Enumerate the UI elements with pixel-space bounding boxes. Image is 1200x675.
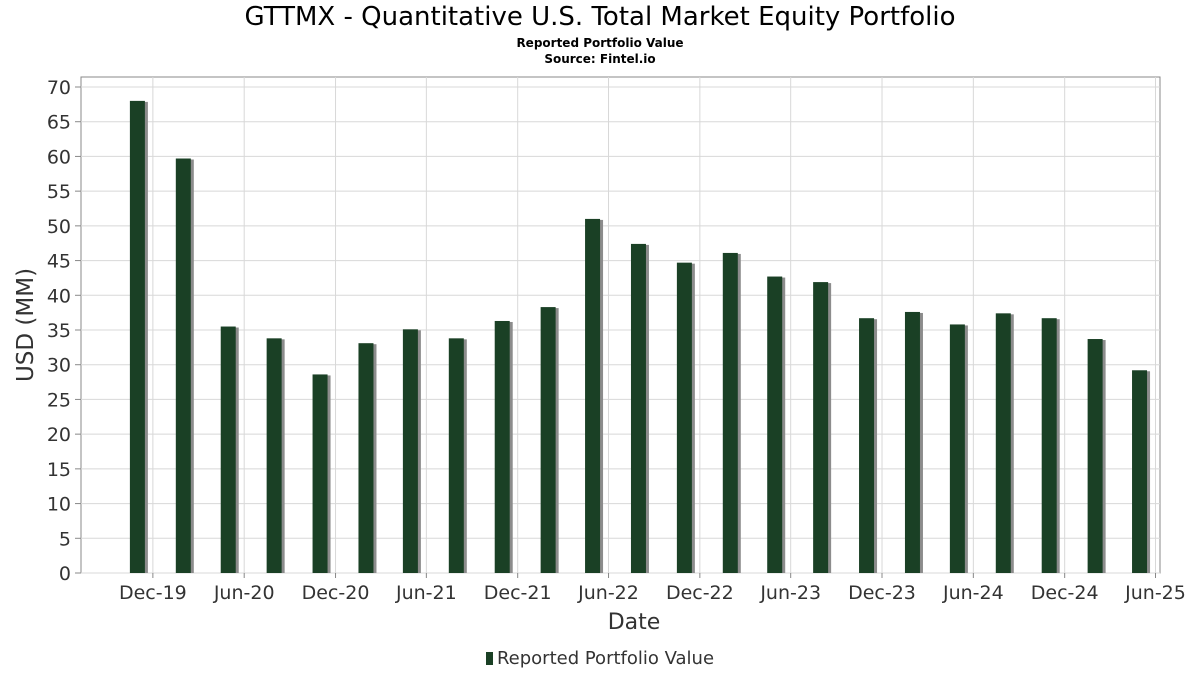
bar — [722, 252, 738, 574]
y-tick-label: 15 — [47, 459, 71, 481]
chart-title: GTTMX - Quantitative U.S. Total Market E… — [244, 2, 956, 32]
y-tick-label: 35 — [47, 320, 71, 342]
bar — [585, 218, 601, 573]
y-tick-label: 50 — [47, 216, 71, 238]
bar — [949, 324, 965, 573]
y-tick-label: 10 — [47, 494, 71, 516]
bar — [767, 276, 783, 573]
y-tick-label: 25 — [47, 389, 71, 411]
plot-area — [80, 76, 1161, 574]
bar — [220, 326, 236, 573]
legend-label: Reported Portfolio Value — [496, 648, 715, 669]
y-tick-label: 45 — [47, 251, 71, 273]
y-axis-label: USD (MM) — [13, 268, 39, 382]
bars — [129, 100, 1151, 574]
x-tick-label: Jun-23 — [759, 582, 821, 604]
y-tick-label: 60 — [47, 146, 71, 168]
bar — [995, 313, 1011, 573]
bar — [904, 311, 920, 573]
bar — [448, 338, 464, 573]
x-tick-label: Jun-25 — [1124, 582, 1186, 604]
y-tick-label: 40 — [47, 285, 71, 307]
bar — [540, 307, 556, 573]
bar — [1087, 339, 1103, 573]
bar — [1132, 370, 1148, 573]
bar — [494, 320, 510, 573]
bar — [175, 158, 191, 574]
chart-subtitle: Reported Portfolio Value — [516, 36, 684, 50]
x-tick-label: Dec-21 — [484, 582, 552, 604]
bar — [813, 282, 829, 573]
x-tick-label: Jun-24 — [942, 582, 1004, 604]
x-axis-label: Date — [608, 610, 661, 635]
y-tick-label: 65 — [47, 112, 71, 134]
bar — [358, 343, 374, 573]
bar — [129, 100, 145, 573]
x-tick-label: Dec-20 — [302, 582, 370, 604]
y-tick-label: 55 — [47, 181, 71, 203]
grid-lines — [81, 77, 1160, 574]
x-tick-label: Dec-19 — [119, 582, 187, 604]
y-tick-label: 20 — [47, 424, 71, 446]
x-tick-label: Dec-23 — [848, 582, 916, 604]
x-tick-label: Jun-21 — [395, 582, 457, 604]
x-tick-label: Dec-22 — [666, 582, 734, 604]
x-tick-label: Jun-20 — [213, 582, 275, 604]
y-tick-label: 70 — [47, 77, 71, 99]
y-tick-label: 5 — [59, 528, 71, 550]
bar — [630, 243, 646, 573]
y-tick-label: 30 — [47, 355, 71, 377]
x-tick-label: Jun-22 — [577, 582, 639, 604]
legend: Reported Portfolio Value — [0, 648, 1200, 669]
x-axis: Dec-19 Jun-20 Dec-20 Jun-21 Dec-21 Jun-22 Dec-… — [119, 573, 1186, 604]
x-tick-label: Dec-24 — [1031, 582, 1099, 604]
bar — [312, 374, 328, 573]
y-axis: 0 5 10 15 20 25 30 35 40 45 50 55 60 65 70 — [47, 77, 81, 585]
y-tick-label: 0 — [59, 563, 71, 585]
chart-source: Source: Fintel.io — [544, 52, 656, 66]
legend-swatch — [485, 652, 493, 665]
bar — [859, 318, 875, 573]
bar — [1041, 318, 1057, 573]
bar — [266, 338, 282, 573]
bar — [676, 262, 692, 573]
bar — [402, 329, 418, 573]
